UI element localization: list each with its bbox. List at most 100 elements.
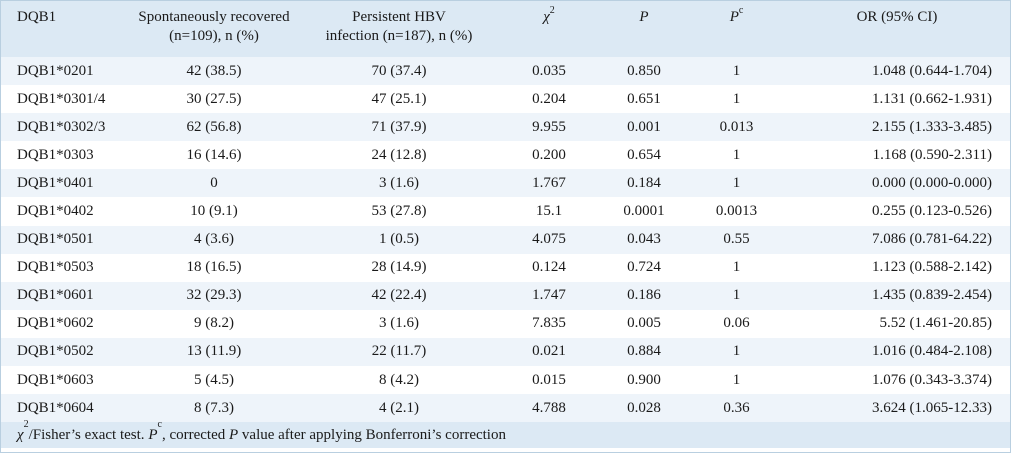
cell-recovered: 8 (7.3)	[194, 399, 234, 416]
cell-p: 0.0001	[623, 203, 665, 220]
table-row: DQB1*0302/3 62 (56.8) 71 (37.9) 9.955 0.001 0…	[1, 113, 1010, 142]
header-recovered: Spontaneously recovered (n=109), n (%)	[138, 9, 290, 44]
cell-chi-square: 15.1	[535, 203, 563, 220]
header-or: OR (95% CI)	[856, 9, 938, 25]
cell-p: 0.028	[627, 399, 661, 416]
cell-chi-square: 4.788	[532, 399, 566, 416]
cell-allele: DQB1*0502	[17, 343, 94, 360]
cell-p: 0.184	[627, 174, 661, 191]
cell-chi-square: 0.015	[532, 371, 566, 388]
cell-pc: 0.0013	[715, 203, 758, 220]
cell-chi-square: 0.124	[532, 259, 566, 276]
table-header-row: DQB1 Spontaneously recovered (n=109), n …	[1, 1, 1010, 57]
cell-or: 0.255 (0.123-0.526)	[872, 203, 992, 220]
cell-recovered: 10 (9.1)	[190, 203, 238, 220]
cell-pc: 1	[732, 343, 741, 360]
table-body: DQB1*0201 42 (38.5) 70 (37.4) 0.035 0.850 1 1.…	[1, 57, 1010, 423]
cell-allele: DQB1*0201	[17, 62, 94, 79]
cell-persistent: 3 (1.6)	[379, 174, 419, 191]
cell-persistent: 28 (14.9)	[371, 259, 427, 276]
cell-or: 7.086 (0.781-64.22)	[872, 231, 992, 248]
header-chi-square: χ2	[543, 5, 555, 26]
cell-chi-square: 1.767	[532, 174, 566, 191]
header-dqb1: DQB1	[17, 9, 57, 25]
cell-chi-square: 9.955	[532, 118, 566, 135]
cell-persistent: 3 (1.6)	[379, 315, 419, 332]
table-row: DQB1*0501 4 (3.6) 1 (0.5) 4.075 0.043 0.55 7.0…	[1, 225, 1010, 254]
cell-allele: DQB1*0601	[17, 287, 94, 304]
header-persistent: Persistent HBV infection (n=187), n (%)	[325, 9, 473, 44]
cell-pc: 0.013	[719, 118, 754, 135]
cell-allele: DQB1*0301/4	[17, 90, 106, 107]
cell-recovered: 30 (27.5)	[186, 90, 242, 107]
cell-chi-square: 7.835	[532, 315, 566, 332]
table-row: DQB1*0603 5 (4.5) 8 (4.2) 0.015 0.900 1 1.076 …	[1, 366, 1010, 395]
cell-pc: 1	[732, 90, 741, 107]
cell-or: 2.155 (1.333-3.485)	[872, 118, 992, 135]
cell-recovered: 13 (11.9)	[186, 343, 242, 360]
cell-persistent: 1 (0.5)	[379, 231, 419, 248]
cell-recovered: 42 (38.5)	[186, 62, 242, 79]
cell-persistent: 8 (4.2)	[379, 371, 419, 388]
cell-persistent: 42 (22.4)	[371, 287, 427, 304]
cell-allele: DQB1*0402	[17, 203, 94, 220]
cell-chi-square: 0.200	[532, 146, 566, 163]
cell-recovered: 5 (4.5)	[194, 371, 234, 388]
table-row: DQB1*0604 8 (7.3) 4 (2.1) 4.788 0.028 0.36 3.6…	[1, 394, 1010, 423]
cell-recovered: 16 (14.6)	[186, 146, 242, 163]
cell-p: 0.850	[627, 62, 661, 79]
dqb1-allele-table: DQB1 Spontaneously recovered (n=109), n …	[1, 1, 1010, 423]
cell-allele: DQB1*0401	[17, 174, 94, 191]
cell-pc: 0.36	[723, 399, 750, 416]
table-row: DQB1*0402 10 (9.1) 53 (27.8) 15.1 0.0001 0.00…	[1, 197, 1010, 226]
cell-allele: DQB1*0603	[17, 371, 94, 388]
cell-p: 0.654	[627, 146, 661, 163]
cell-or: 1.131 (0.662-1.931)	[872, 90, 992, 107]
cell-persistent: 22 (11.7)	[371, 343, 427, 360]
table-row: DQB1*0602 9 (8.2) 3 (1.6) 7.835 0.005 0.06 5.5…	[1, 309, 1010, 338]
cell-persistent: 70 (37.4)	[371, 62, 427, 79]
cell-chi-square: 0.204	[532, 90, 566, 107]
cell-or: 1.016 (0.484-2.108)	[872, 343, 992, 360]
header-pc: Pc	[729, 5, 744, 26]
cell-allele: DQB1*0604	[17, 399, 94, 416]
cell-recovered: 0	[210, 174, 218, 191]
table-row: DQB1*0303 16 (14.6) 24 (12.8) 0.200 0.654 1 1.…	[1, 141, 1010, 170]
cell-recovered: 9 (8.2)	[194, 315, 234, 332]
cell-or: 1.123 (0.588-2.142)	[872, 259, 992, 276]
cell-chi-square: 0.035	[532, 62, 566, 79]
cell-p: 0.651	[627, 90, 661, 107]
cell-persistent: 4 (2.1)	[379, 399, 419, 416]
cell-p: 0.186	[627, 287, 661, 304]
cell-or: 1.048 (0.644-1.704)	[872, 62, 992, 79]
cell-chi-square: 1.747	[532, 287, 566, 304]
table-row: DQB1*0401 0 3 (1.6) 1.767 0.184 1 0.000 (0.000…	[1, 169, 1010, 198]
cell-recovered: 4 (3.6)	[194, 231, 234, 248]
cell-pc: 1	[732, 371, 741, 388]
cell-persistent: 71 (37.9)	[371, 118, 427, 135]
table-row: DQB1*0301/4 30 (27.5) 47 (25.1) 0.204 0.651 1…	[1, 85, 1010, 114]
cell-chi-square: 4.075	[532, 231, 566, 248]
table-row: DQB1*0502 13 (11.9) 22 (11.7) 0.021 0.884 1 1.…	[1, 337, 1010, 367]
cell-persistent: 24 (12.8)	[371, 146, 427, 163]
cell-recovered: 18 (16.5)	[186, 259, 242, 276]
cell-persistent: 47 (25.1)	[371, 90, 427, 107]
cell-pc: 0.55	[723, 231, 750, 248]
cell-p: 0.043	[627, 231, 661, 248]
cell-allele: DQB1*0501	[17, 231, 94, 248]
cell-pc: 1	[732, 174, 741, 191]
cell-pc: 0.06	[723, 315, 750, 332]
cell-recovered: 32 (29.3)	[186, 287, 242, 304]
cell-pc: 1	[732, 259, 741, 276]
cell-p: 0.005	[627, 315, 661, 332]
table-row: DQB1*0503 18 (16.5) 28 (14.9) 0.124 0.724 1 1.…	[1, 253, 1010, 282]
cell-p: 0.884	[627, 343, 661, 360]
cell-pc: 1	[732, 62, 741, 79]
cell-pc: 1	[732, 146, 741, 163]
cell-chi-square: 0.021	[532, 343, 566, 360]
cell-persistent: 53 (27.8)	[371, 203, 427, 220]
cell-or: 1.435 (0.839-2.454)	[872, 287, 992, 304]
cell-or: 5.52 (1.461-20.85)	[879, 315, 993, 332]
cell-or: 1.076 (0.343-3.374)	[872, 371, 992, 388]
